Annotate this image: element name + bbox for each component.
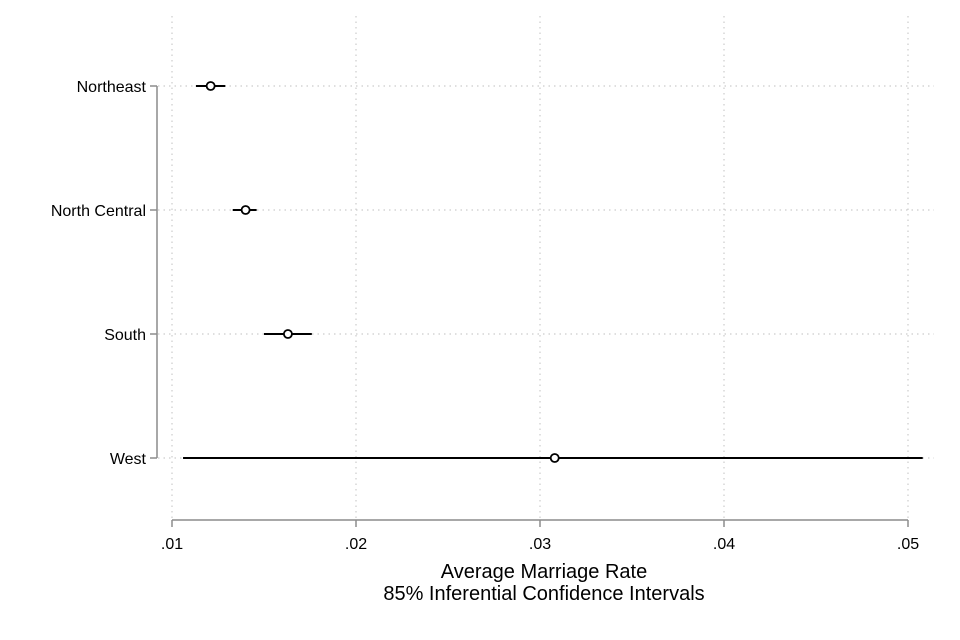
y-axis-ticks: Northeast North Central South West bbox=[51, 79, 157, 468]
x-tick-label: .02 bbox=[345, 536, 367, 553]
x-axis-subtitle: 85% Inferential Confidence Intervals bbox=[383, 583, 704, 605]
y-tick-label: South bbox=[104, 327, 146, 344]
x-tick-label: .05 bbox=[897, 536, 919, 553]
axes-layer bbox=[156, 86, 908, 521]
x-axis-ticks: .01 .02 .03 .04 .05 bbox=[161, 520, 919, 553]
estimate-point bbox=[240, 205, 251, 215]
y-tick-label: Northeast bbox=[77, 79, 147, 96]
y-tick-label: West bbox=[110, 451, 147, 468]
x-tick-label: .01 bbox=[161, 536, 183, 553]
estimate-point bbox=[549, 453, 560, 463]
estimate-point bbox=[283, 329, 293, 339]
grid-layer bbox=[158, 16, 934, 518]
y-tick-label: North Central bbox=[51, 203, 146, 220]
data-marks bbox=[183, 81, 923, 463]
estimate-point bbox=[205, 81, 216, 91]
x-tick-label: .04 bbox=[713, 536, 735, 553]
x-axis-title: Average Marriage Rate bbox=[441, 561, 647, 583]
x-tick-label: .03 bbox=[529, 536, 551, 553]
